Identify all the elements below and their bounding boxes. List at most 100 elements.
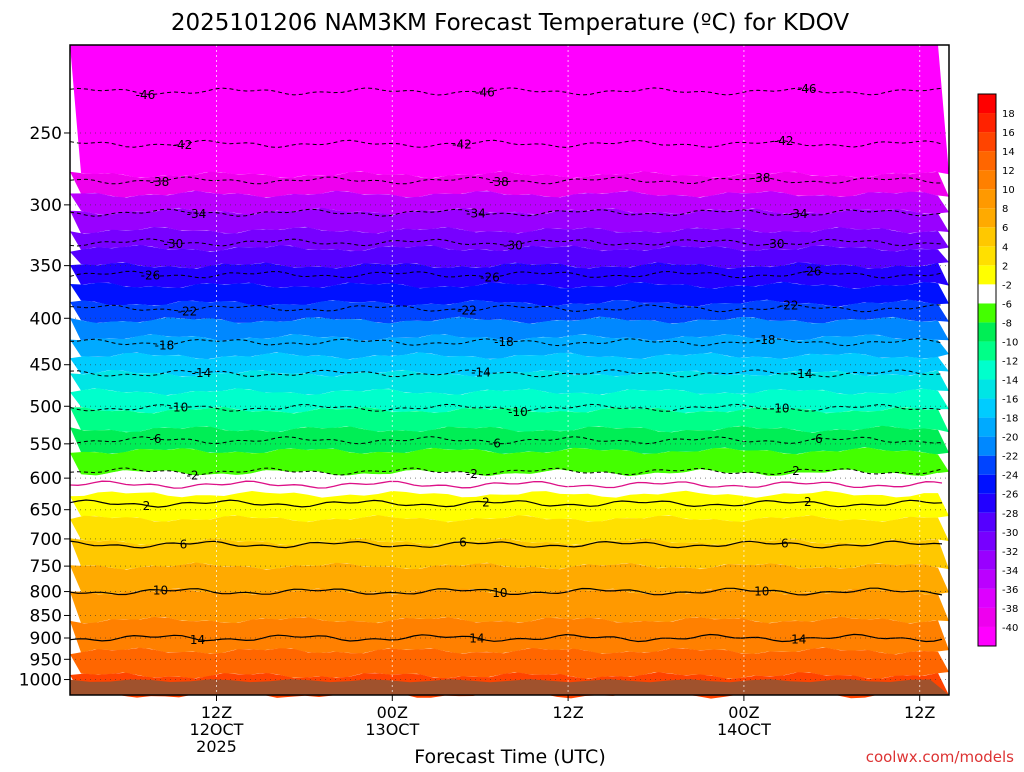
colorbar-swatch <box>978 588 996 608</box>
temperature-band <box>70 171 949 198</box>
y-tick-label: 750 <box>30 557 62 577</box>
temperature-band <box>70 406 949 433</box>
isotherm-label: -38 <box>489 175 509 189</box>
isotherm-label: -18 <box>155 338 175 352</box>
isotherm-label: -14 <box>793 367 813 381</box>
temperature-band <box>70 244 949 269</box>
colorbar-swatch <box>978 607 996 627</box>
colorbar-label: 8 <box>1002 204 1008 215</box>
plot-frame <box>69 44 950 696</box>
colorbar-swatch <box>978 550 996 570</box>
colorbar-label: -32 <box>1002 547 1018 558</box>
x-axis-label: Forecast Time (UTC) <box>414 746 605 768</box>
colorbar-swatch <box>978 626 996 646</box>
colorbar-label: 12 <box>1002 166 1015 177</box>
colorbar-swatch <box>978 531 996 551</box>
y-tick-label: 650 <box>30 501 62 521</box>
isotherm-label: -2 <box>466 467 478 481</box>
temperature-band <box>70 588 949 624</box>
isotherm-line <box>69 499 943 508</box>
isotherm-label: -6 <box>811 432 823 446</box>
colorbar-label: -10 <box>1002 337 1018 348</box>
colorbar-swatch <box>978 493 996 513</box>
isotherm-label: -10 <box>169 400 189 414</box>
y-tick-label: 1000 <box>19 671 62 691</box>
y-axis: 250 300 350 400 450 500 550 600 650 700 750 800 850 9… <box>19 124 70 691</box>
isotherm-label: 10 <box>153 584 168 598</box>
temperature-band <box>70 45 949 179</box>
y-tick-label: 250 <box>30 124 62 144</box>
colorbar-swatch <box>978 360 996 380</box>
colorbar-swatch <box>978 474 996 494</box>
x-tick-label: 13OCT <box>365 720 419 739</box>
colorbar-swatch <box>978 341 996 361</box>
isotherm-label: -22 <box>779 298 799 312</box>
colorbar-swatch <box>978 398 996 418</box>
colorbar-label: -24 <box>1002 471 1018 482</box>
x-tick-label: 14OCT <box>717 720 771 739</box>
colorbar-frame <box>977 93 997 647</box>
isotherm-label: -46 <box>136 88 156 102</box>
x-tick-label: 00Z <box>728 703 759 722</box>
temperature-band <box>70 262 949 289</box>
y-tick-label: 400 <box>30 309 62 329</box>
colorbar-label: -22 <box>1002 452 1018 463</box>
colorbar-swatch <box>978 265 996 285</box>
colorbar-label: -30 <box>1002 528 1018 539</box>
isotherm-label: -42 <box>774 134 794 148</box>
isotherm-label: -34 <box>788 207 808 221</box>
isotherm-label: 6 <box>781 537 789 551</box>
isotherm-lines: -46 -46 -46 -42 -42 -42 -38 -38 -38 -34 -34 -34 -30 -… <box>69 82 943 647</box>
colorbar-label: -12 <box>1002 356 1018 367</box>
colorbar-label: -26 <box>1002 490 1018 501</box>
colorbar-swatch <box>978 379 996 399</box>
isotherm-label: -30 <box>765 237 785 251</box>
colorbar-label: -38 <box>1002 604 1018 615</box>
isotherm-label: -26 <box>802 265 822 279</box>
temperature-band <box>70 647 949 679</box>
isotherm-line <box>69 480 943 489</box>
colorbar-label: -28 <box>1002 509 1018 520</box>
colorbar-label: 6 <box>1002 223 1008 234</box>
colorbar-label: 18 <box>1002 109 1015 120</box>
isotherm-label: -26 <box>141 268 161 282</box>
credit-text[interactable]: coolwx.com/models <box>866 748 1014 766</box>
x-tick-label: 2025 <box>196 737 237 756</box>
temperature-band <box>70 388 949 414</box>
isotherm-label: -6 <box>489 437 501 451</box>
colorbar-label: -40 <box>1002 623 1018 634</box>
colorbar-label: 14 <box>1002 147 1015 158</box>
colorbar-swatch <box>978 417 996 437</box>
colorbar-label: -20 <box>1002 433 1018 444</box>
isotherm-label: -2 <box>186 468 198 482</box>
y-tick-label: 350 <box>30 257 62 277</box>
isotherm-label: -46 <box>797 82 817 96</box>
colorbar-label: -8 <box>1002 318 1012 329</box>
y-tick-label: 700 <box>30 530 62 550</box>
temperature-band <box>70 334 949 360</box>
x-tick-label: 12Z <box>552 703 583 722</box>
colorbar-label: 10 <box>1002 185 1015 196</box>
temperature-band <box>70 490 949 523</box>
isotherm-label: -38 <box>751 171 771 185</box>
isotherm-label: 10 <box>754 585 769 599</box>
temperature-band <box>70 316 949 341</box>
colorbar-label: -36 <box>1002 585 1018 596</box>
y-tick-label: 450 <box>30 356 62 376</box>
y-tick-label: 300 <box>30 196 62 216</box>
colorbar-label: -6 <box>1002 299 1012 310</box>
ground-surface <box>70 679 949 695</box>
isotherm-label: -30 <box>164 237 184 251</box>
isotherm-label: 14 <box>791 633 806 647</box>
y-tick-label: 550 <box>30 435 62 455</box>
isotherm-label: 6 <box>180 537 188 551</box>
colorbar-swatch <box>978 455 996 475</box>
colorbar-label: -34 <box>1002 566 1018 577</box>
isotherm-label: -26 <box>480 271 500 285</box>
isotherm-label: -42 <box>452 138 472 152</box>
colorbar-swatch <box>978 227 996 247</box>
colorbar: -40-38-36-34-32-30-28-26-24-22-20-18-16-… <box>977 93 1018 647</box>
y-tick-label: 850 <box>30 606 62 626</box>
x-tick-label: 12OCT <box>190 720 244 739</box>
isotherm-label: 14 <box>469 631 484 645</box>
